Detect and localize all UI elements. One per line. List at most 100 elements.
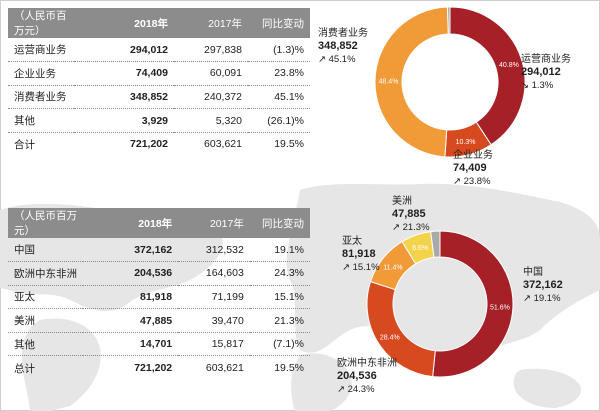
value-2017: 297,838: [174, 38, 248, 63]
value-2018: 74,409: [74, 61, 174, 86]
callout-change: ↗ 24.3%: [337, 384, 375, 395]
row-label: 欧洲中东非洲: [8, 261, 83, 286]
value-2017: 39,470: [178, 308, 250, 333]
donut-slice-0: [432, 230, 514, 378]
callout-name: 亚太: [342, 236, 362, 247]
value-2018: 204,536: [83, 261, 179, 286]
region-donut-chart: 51.6% 28.4% 11.4% 6.6%: [366, 230, 514, 378]
row-label: 企业业务: [8, 61, 74, 86]
row-label: 中国: [8, 238, 83, 263]
table-row: 合计 721,202 603,621 19.5%: [8, 132, 310, 156]
callout-americas: 美洲 47,885 ↗ 21.3%: [392, 196, 430, 234]
callout-value: 372,162: [523, 279, 563, 291]
callout-change: ↗ 19.1%: [523, 293, 561, 304]
donut-slice-4: [430, 230, 441, 258]
value-2018: 14,701: [83, 332, 179, 357]
table-row: 企业业务 74,409 60,091 23.8%: [8, 61, 310, 86]
table-row: 欧洲中东非洲 204,536 164,603 24.3%: [8, 261, 310, 286]
callout-change: ↗ 23.8%: [453, 176, 491, 187]
value-2018: 721,202: [130, 138, 168, 151]
header-unit: （人民币百万元）: [8, 8, 74, 38]
yoy-change: 21.3%: [249, 308, 310, 333]
value-2017: 60,091: [174, 61, 248, 86]
header-unit: （人民币百万元）: [8, 208, 83, 238]
callout-china: 中国 372,162 ↗ 19.1%: [523, 267, 563, 305]
value-2018: 294,012: [74, 38, 174, 63]
donut-slice-2: [374, 6, 449, 158]
business-donut-chart: 40.8% 10.3% 48.4%: [374, 6, 526, 158]
header-2018: 2018年: [83, 208, 179, 238]
row-label: 美洲: [8, 308, 83, 333]
callout-apac: 亚太 81,918 ↗ 15.1%: [342, 236, 380, 274]
value-2017: 15,817: [178, 332, 250, 357]
business-segment-table: （人民币百万元） 2018年 2017年 同比变动 运营商业务 294,012 29…: [8, 8, 310, 156]
table-row: 其他 3,929 5,320 (26.1)%: [8, 108, 310, 133]
value-2017: 164,603: [178, 261, 250, 286]
row-label: 总计: [14, 362, 35, 375]
value-2017: 312,532: [178, 238, 250, 263]
table-row: 其他 14,701 15,817 (7.1)%: [8, 332, 310, 357]
value-2017: 603,621: [205, 362, 244, 375]
value-2017: 5,320: [174, 108, 248, 133]
value-2017: 603,621: [204, 138, 242, 151]
callout-value: 81,918: [342, 248, 376, 260]
header-2018: 2018年: [74, 8, 174, 38]
callout-value: 47,885: [392, 208, 426, 220]
value-2018: 348,852: [74, 85, 174, 110]
yoy-change: 19.5%: [274, 362, 304, 375]
table-row: 美洲 47,885 39,470 21.3%: [8, 308, 310, 333]
yoy-change: 19.1%: [249, 238, 310, 263]
table-row: 中国 372,162 312,532 19.1%: [8, 238, 310, 263]
table-header-row: （人民币百万元） 2018年 2017年 同比变动: [8, 208, 310, 238]
row-label: 其他: [8, 332, 83, 357]
callout-name: 消费者业务: [318, 28, 368, 39]
yoy-change: (1.3)%: [248, 38, 310, 63]
callout-value: 294,012: [521, 66, 561, 78]
yoy-change: 15.1%: [249, 285, 310, 310]
header-2017: 2017年: [178, 208, 250, 238]
row-label: 消费者业务: [8, 85, 74, 110]
value-2018: 721,202: [134, 362, 173, 375]
value-2018: 372,162: [83, 238, 179, 263]
header-yoy: 同比变动: [248, 8, 310, 38]
callout-name: 美洲: [392, 196, 412, 207]
callout-value: 204,536: [337, 370, 377, 382]
callout-name: 欧洲中东非洲: [337, 358, 397, 369]
row-label: 运营商业务: [8, 38, 74, 63]
slice-percent-label: 40.8%: [499, 62, 519, 69]
yoy-change: 19.5%: [274, 138, 304, 151]
callout-emea: 欧洲中东非洲 204,536 ↗ 24.3%: [337, 358, 397, 396]
table-row: 总计 721,202 603,621 19.5%: [8, 356, 310, 380]
donut-slice-0: [449, 6, 526, 146]
table-row: 运营商业务 294,012 297,838 (1.3)%: [8, 38, 310, 63]
callout-enterprise: 企业业务 74,409 ↗ 23.8%: [453, 150, 493, 188]
table-header-row: （人民币百万元） 2018年 2017年 同比变动: [8, 8, 310, 38]
value-2017: 71,199: [178, 285, 250, 310]
yoy-change: (26.1)%: [248, 108, 310, 133]
row-label: 亚太: [8, 285, 83, 310]
donut-slice-3: [446, 6, 451, 35]
slice-percent-label: 28.4%: [380, 334, 400, 341]
yoy-change: 24.3%: [249, 261, 310, 286]
callout-value: 348,852: [318, 40, 358, 52]
yoy-change: 45.1%: [248, 85, 310, 110]
yoy-change: 23.8%: [248, 61, 310, 86]
value-2018: 81,918: [83, 285, 179, 310]
slice-percent-label: 11.4%: [383, 264, 402, 271]
yoy-change: (7.1)%: [249, 332, 310, 357]
row-label: 其他: [8, 108, 74, 133]
value-2018: 47,885: [83, 308, 179, 333]
callout-carrier: 运营商业务 294,012 ↘ 1.3%: [521, 54, 571, 92]
value-2017: 240,372: [174, 85, 248, 110]
slice-percent-label: 6.6%: [412, 245, 428, 252]
callout-consumer: 消费者业务 348,852 ↗ 45.1%: [318, 28, 368, 66]
table-row: 消费者业务 348,852 240,372 45.1%: [8, 85, 310, 110]
value-2018: 3,929: [74, 108, 174, 133]
callout-change: ↗ 15.1%: [342, 262, 380, 273]
callout-change: ↘ 1.3%: [521, 80, 554, 91]
callout-name: 中国: [523, 267, 543, 278]
callout-change: ↗ 45.1%: [318, 54, 356, 65]
header-yoy: 同比变动: [249, 208, 310, 238]
callout-name: 运营商业务: [521, 54, 571, 65]
slice-percent-label: 10.3%: [456, 139, 476, 146]
